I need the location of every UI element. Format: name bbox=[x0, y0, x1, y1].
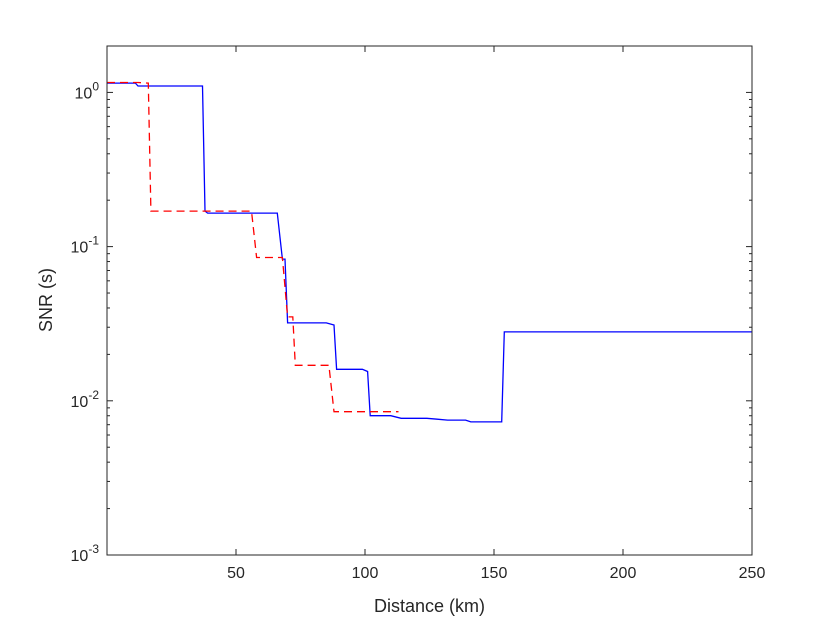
y-tick-label: 10-1 bbox=[71, 234, 100, 257]
x-tick-label: 100 bbox=[352, 565, 379, 582]
y-tick-base: 10 bbox=[71, 548, 89, 565]
x-tick-label: 250 bbox=[739, 565, 766, 582]
y-axis-label: SNR (s) bbox=[36, 268, 56, 332]
y-tick-label: 10-2 bbox=[71, 388, 100, 411]
y-tick-exponent: -3 bbox=[88, 542, 99, 556]
x-tick-label: 50 bbox=[227, 565, 245, 582]
plot-frame bbox=[106, 45, 753, 556]
y-tick-exponent: -1 bbox=[88, 234, 99, 248]
x-axis-ticks: 50 100 150 200 250 bbox=[227, 46, 765, 582]
y-tick-label: 100 bbox=[75, 79, 100, 102]
x-axis-label: Distance (km) bbox=[374, 596, 485, 616]
y-tick-base: 10 bbox=[71, 394, 89, 411]
y-tick-label: 10-3 bbox=[71, 542, 100, 565]
y-tick-base: 10 bbox=[75, 85, 93, 102]
plot-background bbox=[107, 46, 752, 555]
y-tick-exponent: -2 bbox=[88, 388, 99, 402]
x-tick-label: 150 bbox=[481, 565, 508, 582]
x-tick-label: 200 bbox=[610, 565, 637, 582]
series-line-dashed bbox=[107, 81, 399, 413]
y-tick-exponent: 0 bbox=[92, 79, 99, 93]
series-layer bbox=[107, 81, 752, 423]
y-tick-base: 10 bbox=[71, 240, 89, 257]
